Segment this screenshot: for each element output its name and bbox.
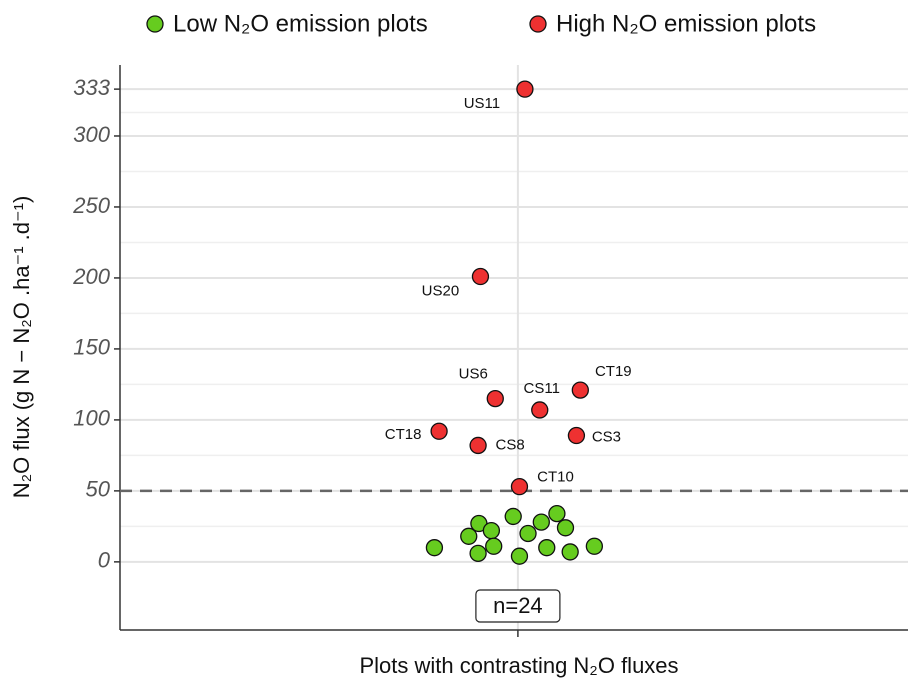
y-tick-label: 50 [86, 477, 111, 502]
point [561, 543, 579, 561]
legend-label: Low N₂O emission plots [173, 10, 428, 37]
point [460, 527, 478, 545]
point [425, 539, 444, 557]
point [532, 513, 550, 531]
point [430, 422, 448, 440]
y-tick-label: 100 [73, 406, 110, 431]
y-tick-label: 0 [98, 548, 111, 573]
y-tick-label: 150 [73, 335, 110, 360]
point-label: CT19 [595, 363, 632, 380]
point [486, 389, 504, 408]
point [531, 401, 549, 419]
point [504, 507, 522, 526]
point [516, 80, 534, 98]
point [469, 436, 487, 455]
x-axis-label: Plots with contrasting N₂O fluxes [359, 653, 678, 678]
legend-marker [529, 15, 547, 33]
y-axis-label: N₂O flux (g N − N₂O .ha⁻¹ .d⁻¹) [9, 196, 34, 499]
point-label: US11 [464, 95, 500, 112]
point-label: CT10 [537, 469, 574, 486]
point [469, 544, 487, 562]
point [538, 539, 556, 557]
point [485, 537, 503, 555]
point [482, 521, 501, 540]
y-tick-label: 250 [72, 193, 110, 218]
y-tick-label: 200 [72, 264, 110, 289]
legend-marker [146, 15, 164, 33]
point [571, 381, 589, 399]
point-label: CS3 [592, 428, 621, 445]
annotation: n=24 [493, 593, 543, 618]
point-label: CT18 [385, 426, 422, 443]
legend-label: High N₂O emission plots [556, 10, 816, 37]
point [567, 426, 586, 445]
point-label: US20 [422, 282, 460, 299]
point-label: CS8 [496, 436, 525, 453]
point [548, 504, 566, 523]
point [510, 547, 529, 565]
point [519, 524, 537, 543]
y-tick-label: 300 [73, 122, 110, 147]
y-tick-label: 333 [73, 75, 110, 100]
point [471, 267, 490, 286]
point-label: US6 [459, 366, 488, 383]
point-label: CS11 [524, 380, 560, 397]
annotation-box [475, 589, 561, 623]
point [585, 537, 604, 555]
point [556, 519, 575, 537]
point [510, 477, 529, 496]
